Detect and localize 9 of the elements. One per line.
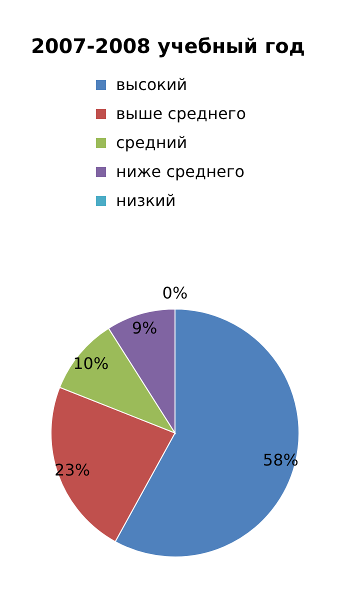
legend-label: выше среднего — [116, 103, 246, 125]
chart-title: 2007-2008 учебный год — [30, 34, 306, 58]
text: 0% — [162, 284, 188, 302]
legend-label: низкий — [116, 190, 176, 212]
legend-label: средний — [116, 132, 188, 154]
legend-label: высокий — [116, 74, 188, 96]
data-label: 9% — [132, 318, 158, 338]
data-label: 10% — [73, 354, 109, 373]
legend-label: ниже среднего — [116, 161, 245, 183]
